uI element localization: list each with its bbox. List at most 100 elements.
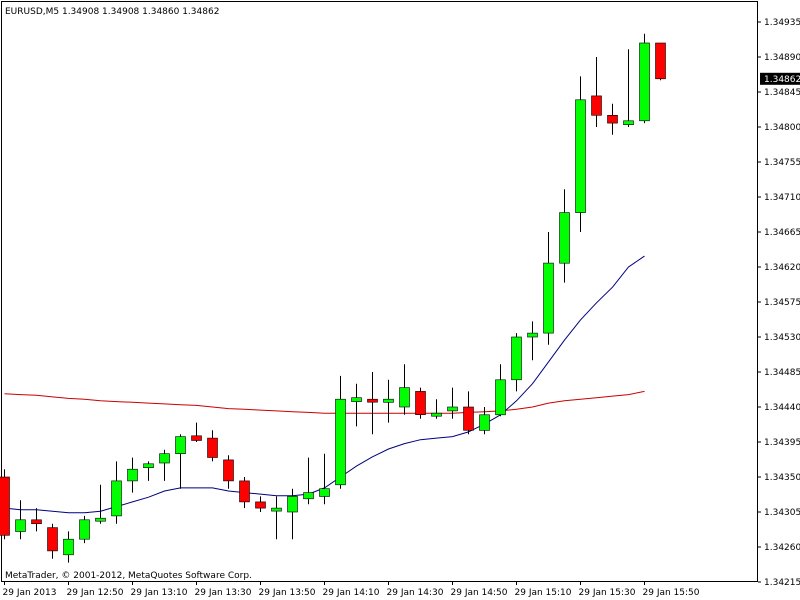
candle-body-bear — [591, 95, 602, 116]
candle[interactable] — [495, 364, 506, 417]
candle[interactable] — [63, 531, 74, 563]
candle-body-bull — [303, 492, 314, 500]
candle[interactable] — [383, 379, 394, 423]
candle[interactable] — [607, 103, 618, 135]
candle-body-bull — [271, 507, 282, 512]
candle[interactable] — [143, 461, 154, 481]
candle[interactable] — [655, 42, 666, 81]
y-tick-label: 1.34440 — [764, 403, 800, 413]
x-tick-label: 29 Jan 15:10 — [515, 588, 572, 598]
candle[interactable] — [127, 457, 138, 493]
candle-body-bear — [367, 398, 378, 403]
candle[interactable] — [31, 508, 42, 532]
candle-body-bull — [495, 379, 506, 416]
candle-body-bear — [655, 42, 666, 80]
candle-body-bull — [431, 412, 442, 417]
candle-body-bear — [415, 391, 426, 415]
candle[interactable] — [367, 372, 378, 435]
candle[interactable] — [623, 49, 634, 127]
price-axis: 1.34935 1.34890 1.34845 1.34800 1.34755 1.347… — [758, 18, 800, 588]
candle-body-bull — [335, 398, 346, 486]
candle[interactable] — [591, 57, 602, 127]
copyright-text: MetaTrader, © 2001-2012, MetaQuotes Soft… — [5, 571, 252, 581]
y-tick-label: 1.34620 — [764, 263, 800, 273]
candle[interactable] — [447, 387, 458, 419]
candle[interactable] — [335, 375, 346, 489]
candle[interactable] — [431, 399, 442, 419]
candle-body-bull — [447, 406, 458, 412]
candle-body-bear — [463, 406, 474, 431]
candle[interactable] — [95, 484, 106, 524]
candle[interactable] — [559, 189, 570, 283]
y-tick-label: 1.34845 — [764, 88, 800, 98]
candle[interactable] — [463, 391, 474, 435]
candle[interactable] — [399, 364, 410, 415]
candle-body-bull — [175, 436, 186, 455]
candle[interactable] — [575, 76, 586, 232]
y-tick-label: 1.34350 — [764, 473, 800, 483]
candle-body-bear — [0, 476, 10, 536]
ma-slow-line — [4, 390, 645, 414]
x-tick-label: 29 Jan 15:50 — [643, 588, 700, 598]
candle[interactable] — [111, 461, 122, 524]
y-tick-label: 1.34260 — [764, 543, 800, 553]
candle[interactable] — [271, 496, 282, 540]
candle[interactable] — [47, 523, 58, 559]
candle[interactable] — [287, 488, 298, 540]
candle-body-bull — [159, 453, 170, 464]
candle[interactable] — [223, 455, 234, 489]
candle-body-bull — [79, 519, 90, 540]
y-tick-label: 1.34305 — [764, 508, 800, 518]
y-tick-label: 1.34800 — [764, 123, 800, 133]
candle[interactable] — [543, 232, 554, 345]
candle[interactable] — [527, 321, 538, 361]
candle[interactable] — [351, 383, 362, 427]
x-tick-label: 29 Jan 14:30 — [387, 588, 444, 598]
current-price-tag: 1.34862 — [760, 72, 800, 85]
candle[interactable] — [319, 453, 330, 505]
candle[interactable] — [511, 333, 522, 392]
candle[interactable] — [239, 477, 250, 509]
candle[interactable] — [207, 430, 218, 462]
candle-body-bull — [639, 42, 650, 122]
candle[interactable] — [191, 422, 202, 442]
y-tick-label: 1.34935 — [764, 18, 800, 28]
candle[interactable] — [639, 33, 650, 124]
candle-body-bull — [575, 99, 586, 213]
candle[interactable] — [415, 387, 426, 419]
x-tick-label: 29 Jan 14:10 — [323, 588, 380, 598]
candle-body-bear — [47, 527, 58, 552]
y-tick-label: 1.34710 — [764, 193, 800, 203]
candles — [0, 33, 666, 563]
candle[interactable] — [479, 407, 490, 435]
candle-body-bull — [543, 262, 554, 334]
candle[interactable] — [255, 496, 266, 512]
time-axis: 29 Jan 2013 29 Jan 12:50 29 Jan 13:10 29 Ja… — [3, 582, 700, 598]
y-tick-label: 1.34890 — [764, 53, 800, 63]
candle-body-bull — [559, 212, 570, 264]
x-tick-label: 29 Jan 12:50 — [67, 588, 124, 598]
candle-body-bull — [479, 414, 490, 431]
candle-body-bull — [399, 387, 410, 408]
candle-body-bull — [383, 398, 394, 403]
y-tick-label: 1.34665 — [764, 228, 800, 238]
candle-body-bull — [63, 538, 74, 556]
candle[interactable] — [303, 457, 314, 505]
candle[interactable] — [159, 449, 170, 481]
candle-body-bull — [319, 488, 330, 497]
candle-body-bear — [223, 459, 234, 482]
symbol-info: EURUSD,M5 1.34908 1.34908 1.34860 1.3486… — [5, 7, 219, 17]
candle-body-bull — [95, 517, 106, 522]
candle-body-bull — [143, 463, 154, 468]
candle-body-bull — [351, 397, 362, 402]
candle-body-bull — [511, 336, 522, 381]
candle[interactable] — [0, 469, 10, 540]
candle[interactable] — [15, 500, 26, 540]
candle-body-bull — [527, 332, 538, 338]
x-tick-label: 29 Jan 2013 — [3, 588, 57, 598]
candle[interactable] — [175, 434, 186, 489]
candle[interactable] — [79, 515, 90, 544]
current-price-label: 1.34862 — [764, 75, 800, 85]
